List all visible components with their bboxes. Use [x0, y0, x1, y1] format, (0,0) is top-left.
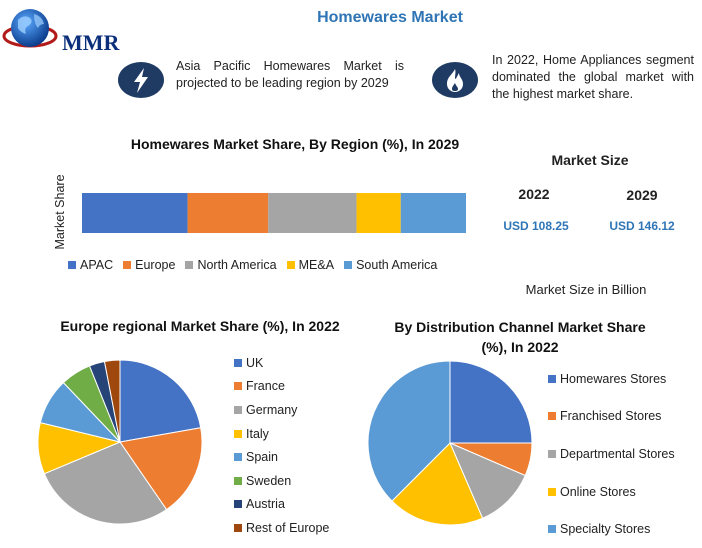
legend-label: Europe	[135, 258, 176, 272]
legend-label: Germany	[246, 402, 298, 417]
pie-slice-specialty-stores	[367, 360, 451, 502]
pie-slice-germany	[43, 441, 168, 525]
lightning-bolt-icon	[118, 62, 164, 98]
legend-swatch	[234, 453, 242, 462]
page-title: Homewares Market	[317, 9, 463, 26]
legend-item-south-america: South America	[344, 258, 437, 272]
bar-segment-south-america	[400, 193, 466, 233]
bar-segment-europe	[187, 193, 269, 233]
pie-slice-online-stores	[391, 442, 484, 526]
legend-swatch	[344, 261, 353, 269]
legend-label: North America	[197, 258, 277, 272]
legend-item-me-a: ME&A	[286, 258, 335, 272]
year-2029: 2029	[626, 187, 658, 203]
legend-label: Austria	[246, 497, 285, 512]
legend-item-rest-of-europe: Rest of Europe	[234, 516, 329, 540]
legend-label: Franchised Stores	[560, 409, 662, 424]
legend-swatch	[185, 261, 194, 269]
value-2029: USD 146.12	[609, 219, 675, 233]
legend-label: APAC	[80, 258, 114, 272]
bar-segment-apac	[82, 193, 188, 233]
bar-legend: APAC Europe North America ME&A South America	[68, 258, 437, 272]
legend-swatch	[234, 476, 242, 485]
distribution-pie-title: By Distribution Channel Market Share (%)…	[394, 319, 646, 355]
pie-slice-departmental-stores	[449, 442, 526, 519]
legend-item-sweden: Sweden	[234, 469, 329, 493]
legend-label: Specialty Stores	[560, 522, 651, 537]
legend-swatch	[123, 261, 132, 269]
bar-segment-me-a	[356, 193, 401, 233]
legend-label: UK	[246, 355, 264, 370]
europe-pie-legend: UK France Germany Italy Spain Sweden Austria Re…	[234, 351, 329, 540]
legend-label: Sweden	[246, 473, 292, 488]
legend-item-online-stores: Online Stores	[548, 473, 675, 511]
market-size-note: Market Size in Billion	[525, 282, 647, 297]
region-bar-chart: Market Share	[53, 174, 466, 250]
legend-swatch	[234, 382, 242, 391]
logo-text: MMR	[62, 30, 120, 55]
year-2022: 2022	[518, 186, 550, 202]
legend-swatch	[234, 523, 242, 532]
bar-segment-north-america	[268, 193, 357, 233]
legend-swatch	[234, 405, 242, 414]
y-axis-label: Market Share	[53, 174, 67, 249]
mmr-logo: MMR	[0, 0, 140, 64]
legend-item-spain: Spain	[234, 445, 329, 469]
legend-swatch	[548, 487, 556, 496]
legend-item-homewares-stores: Homewares Stores	[548, 360, 675, 398]
legend-label: Homewares Stores	[560, 371, 667, 386]
legend-item-departmental-stores: Departmental Stores	[548, 435, 675, 473]
legend-label: Rest of Europe	[246, 520, 330, 535]
flame-icon	[432, 62, 478, 98]
legend-swatch	[234, 500, 242, 509]
legend-item-europe: Europe	[123, 258, 175, 272]
legend-item-apac: APAC	[68, 258, 113, 272]
legend-item-specialty-stores: Specialty Stores	[548, 510, 675, 548]
europe-pie-chart	[37, 359, 203, 525]
note-home-appliances: In 2022, Home Appliances segment dominat…	[492, 53, 694, 101]
europe-pie-title: Europe regional Market Share (%), In 202…	[60, 318, 340, 334]
pie-slice-rest-of-europe	[103, 359, 121, 443]
legend-label: ME&A	[298, 258, 335, 272]
legend-label: Italy	[246, 426, 269, 441]
legend-swatch	[548, 374, 556, 383]
distribution-pie-legend: Homewares Stores Franchised Stores Departm…	[548, 360, 675, 548]
legend-item-north-america: North America	[185, 258, 277, 272]
legend-label: France	[246, 379, 285, 394]
legend-item-austria: Austria	[234, 493, 329, 517]
distribution-pie-chart	[367, 360, 533, 526]
pie-slice-homewares-stores	[449, 360, 533, 444]
note-asia-pacific: Asia Pacific Homewares Market is project…	[176, 59, 404, 90]
value-2022: USD 108.25	[503, 219, 569, 233]
legend-swatch	[548, 449, 556, 458]
pie-slice-france	[119, 427, 203, 511]
legend-swatch	[68, 261, 76, 269]
legend-label: Departmental Stores	[560, 446, 675, 461]
globe-icon	[2, 9, 58, 48]
bar-chart-title: Homewares Market Share, By Region (%), I…	[130, 136, 460, 152]
legend-label: South America	[356, 258, 438, 272]
market-size-title: Market Size	[551, 152, 629, 168]
legend-item-italy: Italy	[234, 422, 329, 446]
legend-label: Online Stores	[560, 484, 636, 499]
pie-slice-uk	[119, 359, 202, 443]
legend-item-france: France	[234, 375, 329, 399]
legend-swatch	[548, 412, 556, 421]
legend-swatch	[548, 525, 556, 534]
legend-swatch	[234, 358, 242, 367]
legend-item-germany: Germany	[234, 398, 329, 422]
legend-swatch	[286, 261, 295, 269]
legend-item-franchised-stores: Franchised Stores	[548, 398, 675, 436]
legend-swatch	[234, 429, 242, 438]
legend-label: Spain	[246, 450, 278, 465]
legend-item-uk: UK	[234, 351, 329, 375]
